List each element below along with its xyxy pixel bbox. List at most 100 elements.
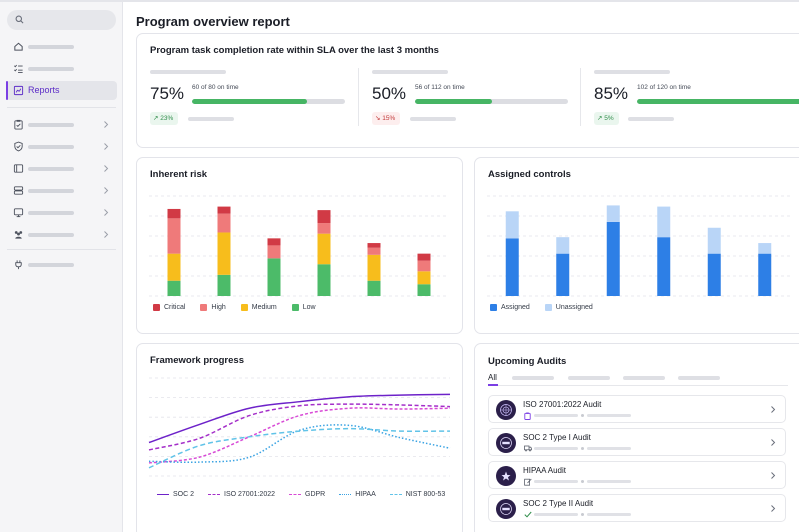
bar-segment-low [217, 274, 231, 296]
series-line-gdpr [148, 407, 451, 464]
legend-item-medium[interactable]: Medium [240, 304, 277, 311]
chevron-right-icon [104, 231, 109, 238]
trend-up-icon: ↗ [153, 115, 159, 122]
legend-item-critical[interactable]: Critical [153, 304, 185, 311]
legend-swatch [153, 304, 160, 311]
active-indicator [6, 81, 8, 100]
legend-item-iso27001[interactable]: ISO 27001:2022 [208, 491, 275, 498]
metric-separator [580, 68, 581, 126]
legend-item-nist[interactable]: NIST 800-53 [389, 491, 445, 498]
sla-card-title: Program task completion rate within SLA … [150, 45, 439, 56]
bar-segment-high [417, 260, 431, 272]
audit-meta-placeholder [587, 480, 631, 483]
assigned-controls-chart [487, 195, 790, 297]
soc2-badge-icon [496, 499, 516, 519]
audit-meta-placeholder [534, 480, 578, 483]
legend-item-hipaa[interactable]: HIPAA [339, 491, 376, 498]
tab-divider [488, 385, 788, 386]
legend-item-gdpr[interactable]: GDPR [289, 491, 325, 498]
chevron-right-icon [104, 209, 109, 216]
sidebar-item-clipboard[interactable] [6, 115, 117, 134]
sidebar-item-home[interactable] [6, 37, 117, 56]
task-list-icon [14, 64, 23, 73]
legend-line [339, 494, 352, 495]
legend-label: High [211, 304, 226, 311]
audit-row-iso27001[interactable]: ISO 27001:2022 Audit [488, 395, 786, 423]
tab-placeholder[interactable] [512, 376, 554, 380]
metric-progress-fill [192, 99, 307, 104]
tab-all[interactable]: All [488, 373, 497, 382]
legend-label: Low [302, 304, 316, 311]
inherent-risk-card: Inherent risk Critical High Medium Low [136, 157, 463, 334]
sidebar-item-people[interactable] [6, 225, 117, 244]
sidebar-item-placeholder [28, 211, 74, 215]
bar-segment-medium [417, 271, 431, 285]
bar-segment-medium [167, 253, 181, 281]
legend-item-low[interactable]: Low [291, 304, 316, 311]
framework-legend: SOC 2 ISO 27001:2022 GDPR HIPAA NIST 800… [157, 491, 445, 498]
sidebar-item-tasks[interactable] [6, 59, 117, 78]
bar-segment-low [367, 280, 381, 296]
legend-swatch [490, 304, 497, 311]
legend-swatch [291, 304, 299, 311]
audit-row-hipaa[interactable]: HIPAA Audit [488, 461, 786, 489]
legend-item-soc2[interactable]: SOC 2 [157, 491, 194, 498]
chevron-right-icon [104, 121, 109, 128]
upcoming-audits-card: Upcoming Audits All ISO 27001:2022 Audit… [474, 343, 799, 532]
audit-row-soc2-type2[interactable]: SOC 2 Type II Audit [488, 494, 786, 522]
bar-segment-high [367, 247, 381, 255]
audit-meta-placeholder [534, 447, 578, 450]
sidebar-item-placeholder [28, 67, 74, 71]
legend-swatch [200, 304, 208, 311]
search-icon [15, 15, 24, 24]
audit-meta-dot [581, 513, 584, 516]
audit-meta-placeholder [534, 414, 578, 417]
bar-segment-critical [167, 208, 181, 219]
bar-segment-assigned [657, 237, 671, 296]
audit-meta-placeholder [587, 513, 631, 516]
legend-line [208, 494, 221, 495]
sidebar-item-database[interactable] [6, 181, 117, 200]
sidebar-item-shield[interactable] [6, 137, 117, 156]
bar-segment-low [267, 258, 281, 296]
sidebar-item-reports[interactable]: Reports [6, 81, 117, 100]
legend-item-high[interactable]: High [200, 304, 226, 311]
tab-placeholder[interactable] [678, 376, 720, 380]
audit-meta-dot [581, 414, 584, 417]
bar-segment-medium [367, 254, 381, 281]
chevron-right-icon [771, 439, 776, 446]
chevron-right-icon [104, 165, 109, 172]
audit-meta-dot [581, 447, 584, 450]
legend-line [289, 494, 302, 495]
tab-placeholder[interactable] [623, 376, 665, 380]
metric-percentage: 85% [594, 84, 629, 103]
bar-segment-high [267, 245, 281, 259]
bar-segment-assigned [606, 221, 620, 296]
audit-name: SOC 2 Type II Audit [523, 499, 594, 508]
sidebar-item-monitor[interactable] [6, 203, 117, 222]
metric-on-time: 102 of 120 on time [637, 84, 691, 91]
legend-label: HIPAA [355, 491, 376, 498]
audit-row-soc2-type1[interactable]: SOC 2 Type I Audit [488, 428, 786, 456]
search-box[interactable] [7, 10, 116, 30]
sidebar-item-integrations[interactable] [6, 255, 117, 274]
bar-segment-critical [267, 238, 281, 246]
legend-item-unassigned[interactable]: Unassigned [544, 304, 593, 311]
edit-icon [524, 478, 532, 486]
sidebar-item-folder[interactable] [6, 159, 117, 178]
bar-segment-high [217, 213, 231, 233]
legend-item-assigned[interactable]: Assigned [490, 304, 530, 311]
chevron-right-icon [771, 472, 776, 479]
metric-on-time: 60 of 80 on time [192, 84, 239, 91]
metric-note-placeholder [410, 117, 456, 121]
page-title: Program overview report [136, 14, 290, 29]
sidebar: Reports [0, 2, 123, 532]
audit-name: ISO 27001:2022 Audit [523, 400, 602, 409]
trend-up-icon: ↗ [597, 115, 603, 122]
folder-icon [13, 164, 24, 173]
metric-note-placeholder [188, 117, 234, 121]
assigned-controls-legend: Assigned Unassigned [490, 304, 593, 311]
tab-placeholder[interactable] [568, 376, 610, 380]
bar-segment-low [417, 284, 431, 296]
inherent-risk-title: Inherent risk [150, 169, 208, 180]
